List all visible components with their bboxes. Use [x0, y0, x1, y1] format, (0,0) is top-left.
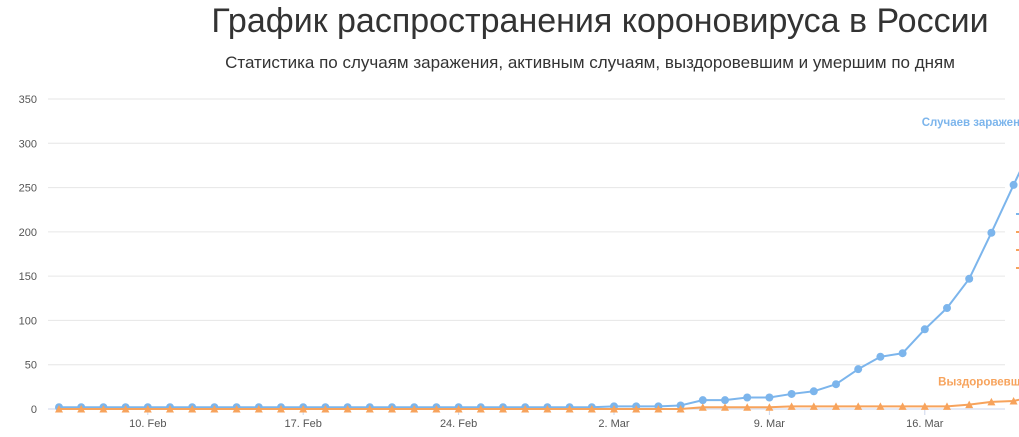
grid-lines — [48, 98, 1005, 410]
data-point[interactable] — [854, 402, 863, 410]
data-point[interactable] — [943, 402, 951, 410]
data-point[interactable] — [965, 400, 974, 409]
x-tick-label: 2. Mar — [598, 418, 630, 430]
data-point[interactable] — [299, 405, 308, 413]
data-point[interactable] — [410, 405, 419, 413]
data-point[interactable] — [1009, 180, 1018, 189]
data-point[interactable] — [99, 405, 108, 413]
data-point[interactable] — [587, 405, 596, 413]
data-point[interactable] — [920, 402, 929, 410]
y-tick-label: 50 — [25, 360, 37, 372]
data-point[interactable] — [321, 405, 330, 413]
data-point[interactable] — [55, 405, 63, 413]
series-1 — [55, 171, 1019, 412]
data-point[interactable] — [943, 304, 951, 313]
y-tick-label: 300 — [19, 138, 37, 150]
data-point[interactable] — [388, 405, 396, 413]
data-point[interactable] — [854, 365, 863, 374]
x-tick-label: 9. Mar — [754, 418, 786, 430]
data-point[interactable] — [632, 405, 641, 413]
data-point[interactable] — [676, 405, 685, 413]
data-point[interactable] — [454, 405, 463, 413]
data-point[interactable] — [654, 405, 663, 413]
data-point[interactable] — [809, 387, 818, 396]
series-group — [55, 171, 1019, 413]
y-tick-label: 150 — [19, 271, 37, 283]
data-point[interactable] — [543, 405, 552, 413]
series-labels: Случаев заражения Выздоровевших — [922, 117, 1019, 389]
x-tick-label: 10. Feb — [129, 418, 166, 430]
data-point[interactable] — [987, 397, 996, 406]
data-point[interactable] — [521, 405, 530, 413]
data-point[interactable] — [343, 405, 352, 413]
y-tick-label: 0 — [31, 404, 37, 416]
data-point[interactable] — [254, 405, 263, 413]
y-tick-label: 350 — [19, 94, 37, 106]
x-axis-ticks: 10. Feb 17. Feb 24. Feb 2. Mar 9. Mar 16. Mar — [129, 409, 944, 430]
data-point[interactable] — [499, 405, 507, 413]
data-point[interactable] — [610, 405, 618, 413]
data-point[interactable] — [765, 403, 774, 411]
data-point[interactable] — [1009, 397, 1018, 405]
data-point[interactable] — [121, 405, 130, 413]
y-tick-label: 100 — [19, 315, 37, 327]
series-line — [59, 171, 1019, 409]
data-point[interactable] — [210, 405, 219, 413]
data-point[interactable] — [898, 402, 907, 410]
data-point[interactable] — [476, 405, 485, 413]
data-point[interactable] — [876, 352, 885, 361]
data-point[interactable] — [920, 325, 929, 334]
series-name-label: Случаев заражения — [922, 117, 1019, 129]
data-point[interactable] — [232, 405, 241, 413]
data-point[interactable] — [188, 405, 197, 413]
y-tick-label: 250 — [19, 183, 37, 195]
chart-title: График распространения короновируса в Ро… — [211, 2, 989, 40]
data-point[interactable] — [565, 405, 574, 413]
series-name-label: Выздоровевших — [938, 377, 1019, 389]
data-point[interactable] — [809, 402, 818, 410]
data-point[interactable] — [787, 389, 796, 398]
data-point[interactable] — [987, 228, 996, 237]
data-point[interactable] — [743, 403, 752, 411]
x-tick-label: 16. Mar — [906, 418, 944, 430]
data-point[interactable] — [721, 396, 729, 405]
x-tick-label: 17. Feb — [285, 418, 322, 430]
series-2 — [55, 397, 1019, 413]
data-point[interactable] — [743, 393, 752, 402]
data-point[interactable] — [166, 405, 174, 413]
data-point[interactable] — [698, 403, 707, 411]
data-point[interactable] — [787, 402, 796, 410]
data-point[interactable] — [698, 396, 707, 405]
data-point[interactable] — [765, 393, 774, 402]
data-point[interactable] — [143, 405, 152, 413]
x-tick-label: 24. Feb — [440, 418, 477, 430]
data-point[interactable] — [832, 402, 840, 410]
data-point[interactable] — [898, 349, 907, 358]
data-point[interactable] — [832, 380, 840, 389]
data-point[interactable] — [721, 403, 729, 411]
data-point[interactable] — [365, 405, 374, 413]
data-point[interactable] — [277, 405, 285, 413]
y-axis-ticks: 0 50 100 150 200 250 300 350 — [19, 94, 37, 416]
chart-subtitle: Статистика по случаям заражения, активны… — [225, 53, 955, 72]
data-point[interactable] — [965, 274, 974, 283]
data-point[interactable] — [77, 405, 86, 413]
y-tick-label: 200 — [19, 227, 37, 239]
data-point[interactable] — [876, 402, 885, 410]
data-point[interactable] — [432, 405, 441, 413]
